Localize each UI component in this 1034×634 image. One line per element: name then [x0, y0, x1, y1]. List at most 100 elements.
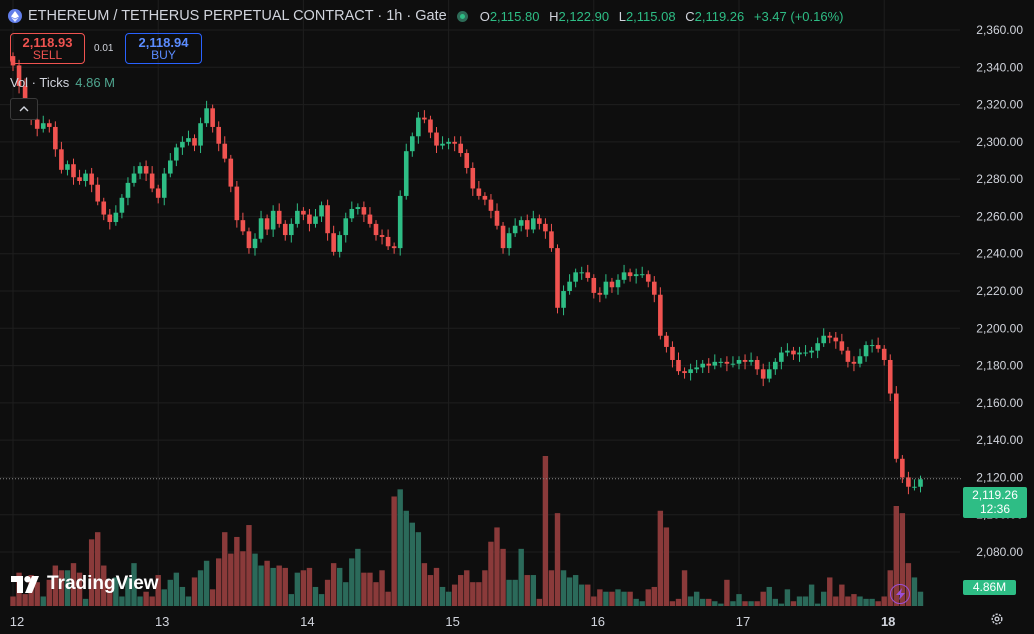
y-axis-tick-label: 2,140.00: [976, 433, 1023, 447]
candle-body: [234, 186, 240, 221]
candle-body: [712, 361, 718, 366]
volume-bar: [851, 594, 857, 606]
candle-body: [270, 210, 276, 230]
sell-price: 2,118.93: [22, 35, 73, 50]
candle-body: [700, 363, 705, 368]
candle-body: [664, 335, 669, 347]
last-price-label: 2,119.26 12:36: [963, 487, 1027, 518]
buy-label: BUY: [151, 48, 176, 62]
volume-bar: [609, 591, 615, 606]
volume-bar: [724, 579, 730, 606]
volume-bar: [349, 558, 355, 606]
volume-bar: [542, 456, 549, 606]
volume-bar: [572, 575, 579, 606]
candle-body: [119, 197, 125, 213]
candle-body: [676, 359, 681, 372]
volume-bar: [373, 582, 379, 606]
candle-body: [240, 220, 246, 232]
buy-button[interactable]: 2,118.94 BUY: [125, 33, 202, 64]
volume-bar: [518, 548, 524, 606]
candle-body: [228, 158, 234, 187]
volume-bar: [324, 579, 331, 606]
candle-body: [77, 177, 82, 182]
candle-body: [706, 363, 712, 366]
volume-bar: [476, 582, 482, 606]
candle-body: [543, 223, 548, 232]
candle-body: [766, 369, 772, 379]
candle-body: [289, 223, 294, 236]
candle-body: [809, 350, 814, 353]
candle-body: [857, 356, 863, 364]
candle-body: [815, 343, 820, 351]
candle-body: [452, 141, 457, 144]
y-axis-tick-label: 2,340.00: [976, 60, 1023, 74]
volume-bar: [579, 584, 585, 606]
candle-body: [754, 359, 760, 370]
candle-body: [797, 352, 802, 355]
candle-body: [506, 233, 512, 249]
candle-body: [579, 272, 584, 274]
volume-bar: [306, 567, 313, 606]
candle-body: [573, 272, 578, 282]
volume-bar: [464, 570, 470, 606]
volume-bar: [796, 596, 803, 606]
sell-button[interactable]: 2,118.93 SELL: [10, 33, 85, 64]
candle-body: [367, 214, 373, 224]
open-key: O: [479, 8, 490, 24]
collapse-legend-button[interactable]: [10, 98, 38, 120]
candle-body: [416, 117, 421, 137]
candle-body: [210, 108, 215, 127]
candle-body: [252, 238, 258, 249]
candle-body: [131, 173, 137, 183]
spread-value: 0.01: [94, 43, 114, 54]
x-axis-tick-label: 14: [300, 614, 314, 629]
volume-bar: [748, 601, 754, 606]
candle-body: [89, 173, 94, 185]
volume-bar: [258, 565, 264, 606]
close-key: C: [685, 8, 695, 24]
volume-bar: [64, 570, 71, 606]
y-axis-tick-label: 2,360.00: [976, 23, 1023, 37]
candle-body: [906, 477, 911, 487]
volume-bar: [270, 567, 276, 606]
close-value: 2,119.26: [694, 8, 745, 24]
volume-bar: [911, 577, 918, 606]
symbol-title[interactable]: ETHEREUM / TETHERUS PERPETUAL CONTRACT ·…: [28, 8, 447, 24]
candle-body: [83, 173, 88, 182]
y-axis-tick-label: 2,200.00: [976, 321, 1023, 335]
volume-bar: [337, 567, 343, 606]
x-axis-tick-label: 17: [736, 614, 750, 629]
candle-body: [785, 350, 790, 353]
volume-bar: [482, 570, 488, 606]
volume-bar: [252, 553, 258, 606]
market-status-icon[interactable]: [456, 10, 468, 22]
volume-bar: [633, 598, 639, 606]
candle-body: [313, 216, 318, 224]
candle-body: [869, 345, 875, 347]
candle-body: [833, 337, 839, 342]
tradingview-logo[interactable]: TradingView: [11, 573, 159, 595]
volume-bar: [736, 594, 742, 606]
volume-bar: [379, 570, 385, 606]
bolt-icon[interactable]: [890, 584, 910, 604]
volume-bar: [58, 570, 65, 606]
candle-body: [621, 272, 627, 280]
volume-bar: [790, 601, 797, 606]
volume-bar: [234, 536, 240, 606]
gear-icon[interactable]: [990, 612, 1004, 626]
candle-body: [615, 279, 621, 288]
volume-bar: [421, 563, 428, 606]
candle-body: [379, 235, 385, 237]
volume-bar: [742, 601, 748, 606]
high-value: 2,122.90: [558, 8, 610, 24]
volume-bar: [10, 596, 16, 606]
candle-body: [107, 214, 113, 223]
candle-body: [633, 274, 639, 277]
candle-body: [748, 359, 754, 362]
ethereum-icon: [8, 9, 22, 23]
volume-legend[interactable]: Vol · Ticks 4.86 M: [10, 75, 115, 90]
candle-body: [337, 235, 342, 252]
volume-bar: [191, 577, 198, 606]
